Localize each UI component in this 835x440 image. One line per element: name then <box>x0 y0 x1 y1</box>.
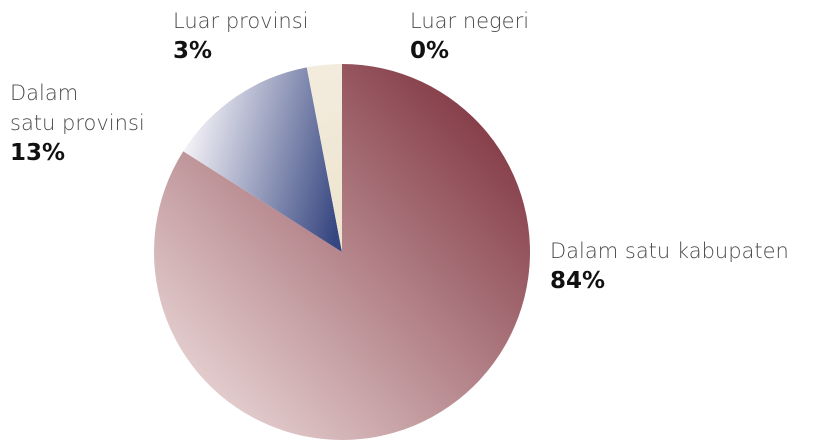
slice-label: Luar negeri 0% <box>410 6 529 66</box>
slice-label: Luar provinsi 3% <box>173 6 309 66</box>
value-label: 84% <box>550 268 606 294</box>
category-label: Luar negeri <box>410 9 530 33</box>
value-label: 13% <box>10 140 66 166</box>
pie-slice <box>306 64 342 252</box>
slice-label: Dalam satu provinsi 13% <box>10 78 145 168</box>
pie-slice <box>183 67 342 253</box>
category-label: Dalam satu kabupaten <box>550 239 789 263</box>
value-label: 0% <box>410 38 450 64</box>
category-label: Luar provinsi <box>173 9 309 33</box>
category-label: Dalam satu provinsi <box>10 81 145 135</box>
value-label: 3% <box>173 38 213 64</box>
slice-label: Dalam satu kabupaten 84% <box>550 236 789 296</box>
